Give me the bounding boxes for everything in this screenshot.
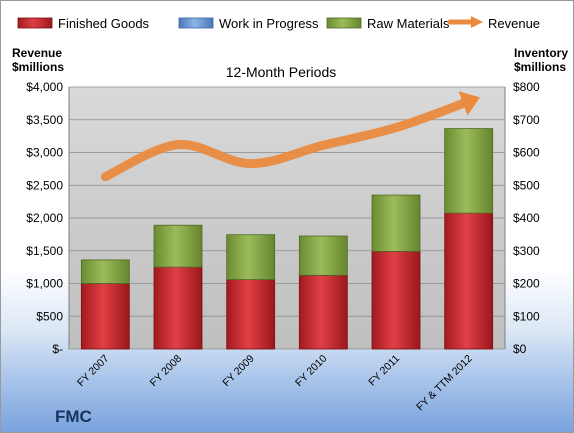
bar-finished-goods — [153, 266, 203, 350]
left-tick-label: $2,500 — [26, 178, 63, 192]
right-tick-label: $600 — [513, 146, 540, 160]
legend-label-finished-goods: Finished Goods — [58, 16, 150, 31]
left-tick-label: $500 — [36, 309, 63, 323]
bar-raw-materials — [444, 128, 494, 214]
right-axis-title-line2: $millions — [514, 60, 566, 74]
left-axis-ticks: $- $500 $1,000 $1,500 $2,000 $2,500 $3,000 $3,5… — [26, 80, 63, 356]
bar-finished-goods — [80, 283, 130, 350]
bars — [80, 128, 494, 350]
revenue-arrowhead — [458, 91, 480, 116]
revenue-series — [100, 91, 480, 182]
right-tick-label: $500 — [513, 178, 540, 192]
bar-finished-goods — [298, 274, 348, 350]
left-tick-label: $4,000 — [26, 80, 63, 94]
legend-label-revenue: Revenue — [488, 16, 540, 31]
left-axis-title-line1: Revenue — [12, 46, 62, 60]
x-tick-label: FY 2011 — [366, 353, 402, 389]
company-name: FMC — [55, 407, 92, 426]
bar-raw-materials — [371, 194, 421, 252]
x-axis-ticks: FY 2007 FY 2008 FY 2009 FY 2010 FY 2011 FY & … — [75, 353, 475, 414]
x-tick-label: FY 2009 — [220, 353, 257, 390]
bar-finished-goods — [371, 251, 421, 350]
right-tick-label: $200 — [513, 277, 540, 291]
right-tick-label: $300 — [513, 244, 540, 258]
left-tick-label: $- — [52, 342, 63, 356]
legend: Finished Goods Work in Progress Raw Mate… — [17, 16, 540, 31]
left-tick-label: $2,000 — [26, 211, 63, 225]
bar-finished-goods — [226, 279, 276, 350]
x-tick-label: FY 2010 — [293, 353, 330, 390]
bar-raw-materials — [226, 234, 276, 280]
right-tick-label: $100 — [513, 309, 540, 323]
x-tick-label: FY & TTM 2012 — [414, 353, 475, 414]
legend-swatch-raw-materials — [326, 17, 362, 29]
bar-raw-materials — [298, 235, 348, 276]
x-tick-label: FY 2008 — [148, 353, 185, 390]
left-tick-label: $3,000 — [26, 146, 63, 160]
legend-swatch-work-in-progress — [178, 17, 214, 29]
left-tick-label: $1,000 — [26, 277, 63, 291]
left-axis-title-line2: $millions — [12, 60, 64, 74]
left-tick-label: $3,500 — [26, 113, 63, 127]
bar-raw-materials — [153, 224, 203, 268]
right-axis-title-line1: Inventory — [514, 46, 568, 60]
legend-arrowhead-revenue — [471, 16, 483, 28]
legend-label-raw-materials: Raw Materials — [367, 16, 450, 31]
right-tick-label: $700 — [513, 113, 540, 127]
bar-raw-materials — [80, 259, 130, 284]
x-tick-label: FY 2007 — [75, 353, 112, 390]
revenue-line — [100, 96, 474, 182]
chart-subtitle: 12-Month Periods — [226, 64, 337, 80]
left-tick-label: $1,500 — [26, 244, 63, 258]
right-tick-label: $800 — [513, 80, 540, 94]
bar-finished-goods — [444, 212, 494, 350]
legend-label-work-in-progress: Work in Progress — [219, 16, 319, 31]
right-tick-label: $400 — [513, 211, 540, 225]
right-tick-label: $0 — [513, 342, 527, 356]
legend-swatch-finished-goods — [17, 17, 53, 29]
right-axis-ticks: $0 $100 $200 $300 $400 $500 $600 $700 $800 — [513, 80, 540, 356]
